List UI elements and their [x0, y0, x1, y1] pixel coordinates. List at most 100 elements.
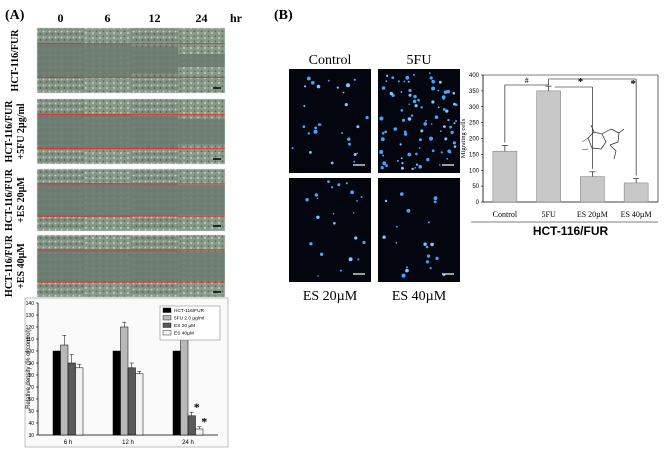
cell-dot: [382, 235, 386, 239]
cell-dot: [381, 86, 386, 90]
bar: [187, 415, 196, 436]
scratch-row: [36, 98, 226, 165]
cell-dot: [425, 245, 429, 249]
cell-dot: [353, 160, 356, 163]
cell-dot: [306, 76, 311, 81]
y-tick-label: 140: [26, 301, 35, 307]
cell-dot: [403, 80, 406, 83]
legend-label: 5FU 2.0 µg/ml: [174, 316, 204, 322]
cell-dot: [362, 240, 366, 245]
bar: [536, 90, 561, 203]
x-tick-label: 5FU: [542, 210, 556, 219]
y-tick-label: 110: [26, 337, 34, 343]
scratch-row-border: [36, 168, 226, 232]
cell-dot: [353, 153, 357, 156]
y-tick-label: 200: [469, 137, 480, 143]
row-label-line: HCT-116/FUR: [10, 29, 21, 92]
significance-marker: *: [194, 400, 200, 414]
time-unit-label: hr: [230, 11, 243, 25]
cell-dot: [305, 198, 309, 202]
row-label: HCT-116/FUR +ES 40µM: [4, 234, 27, 297]
cell-dot: [379, 150, 384, 154]
fluorescence-label: 5FU: [407, 53, 432, 68]
bar: [75, 367, 84, 436]
fluorescence-image: [378, 69, 460, 173]
scratch-wound-area: [84, 44, 131, 77]
cell-dot: [347, 137, 351, 141]
cell-dot: [303, 85, 307, 88]
cell-dot: [401, 118, 406, 122]
cell-dot: [352, 212, 355, 214]
molecule-bonds: [581, 137, 589, 151]
scratch-image: [131, 169, 178, 231]
cell-dot: [311, 81, 315, 85]
time-label: 0: [58, 11, 64, 25]
cell-dot: [449, 125, 452, 129]
scratch-image: [178, 169, 225, 231]
scratch-row: [36, 168, 226, 232]
scratch-wound-area: [131, 46, 178, 75]
cell-dot: [365, 116, 369, 120]
cell-dot: [439, 130, 442, 133]
y-tick-label: 100: [469, 168, 480, 174]
time-label: 6: [105, 11, 111, 25]
fluorescence-background: [289, 69, 371, 173]
cell-dot: [447, 118, 450, 122]
cell-dot: [350, 190, 354, 195]
y-tick-label: 300: [469, 105, 480, 111]
fluorescence-label: ES 40µM: [392, 289, 447, 304]
x-tick-label: 12 h: [122, 440, 134, 446]
cell-dot: [353, 78, 356, 81]
cell-dot: [411, 167, 414, 171]
cell-dot: [427, 254, 431, 258]
cell-dot: [403, 130, 407, 134]
panel-b-label: (B): [274, 8, 293, 23]
cell-dot: [327, 79, 330, 82]
cell-dot: [426, 157, 430, 162]
row-label-line: HCT-116/FUR: [4, 234, 15, 297]
row-labels: HCT-116/FUR HCT-116/FUR +5FU 2µg/ml HCT-116…: [4, 29, 27, 297]
cell-dot: [433, 196, 438, 201]
cell-dot: [435, 256, 439, 260]
cell-dot: [423, 242, 427, 246]
fluorescence-image: [289, 69, 371, 173]
row-label: HCT-116/FUR +5FU 2µg/ml: [4, 100, 27, 163]
cell-dot: [360, 196, 363, 198]
cell-dot: [332, 212, 335, 215]
cell-dot: [418, 147, 421, 149]
cell-dot: [357, 258, 360, 261]
scratch-row-border: [36, 27, 226, 94]
cell-dot: [415, 163, 419, 166]
molecule-structure-image: [581, 124, 625, 160]
y-axis-label-group: Migrating cells: [460, 118, 467, 158]
cell-dot: [408, 103, 411, 106]
fluorescence-image-grid: Control 5FU ES 20µM ES 40µM: [289, 53, 460, 304]
cell-dot: [410, 114, 414, 117]
cell-dot: [446, 157, 449, 160]
cell-dot: [356, 125, 360, 129]
cell-dot: [445, 109, 449, 113]
cell-dot: [319, 252, 324, 256]
cell-dot: [450, 130, 454, 135]
cell-dot: [449, 149, 451, 152]
cell-dot: [438, 106, 440, 108]
bar: [52, 350, 61, 436]
cell-dot: [442, 108, 446, 111]
bar: [112, 350, 121, 436]
cell-dot: [385, 164, 388, 168]
cell-dot: [319, 123, 322, 126]
scratch-image: [84, 28, 131, 93]
y-tick-label: 80: [28, 373, 34, 379]
cell-dot: [405, 268, 409, 273]
cell-dot: [431, 100, 435, 104]
legend-swatch: [162, 330, 172, 336]
scratch-image-grid: [36, 27, 226, 298]
cell-dot: [431, 79, 436, 84]
scratch-wound-area: [84, 182, 131, 218]
scratch-wound-area: [37, 182, 84, 218]
scratch-wound-area: [178, 118, 225, 145]
bar: [172, 350, 181, 436]
bar: [195, 428, 204, 436]
